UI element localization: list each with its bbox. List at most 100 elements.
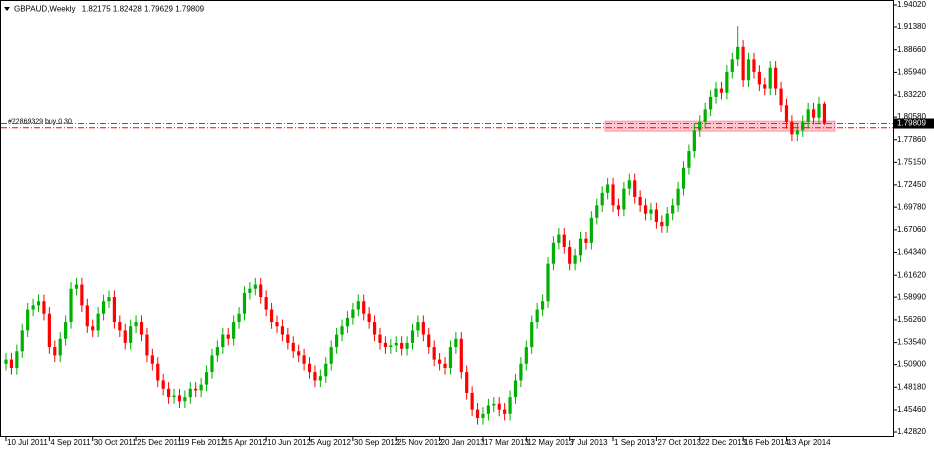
candle-body	[400, 342, 404, 349]
candle-body	[129, 326, 133, 343]
y-tick-label: 1.42820	[897, 427, 926, 436]
candle-body	[709, 96, 713, 110]
candle-body	[578, 238, 583, 256]
order-label: #22869329 buy 0.30	[8, 119, 72, 126]
candle-body	[481, 413, 485, 418]
candle-body	[454, 338, 458, 348]
candle-body	[427, 334, 431, 348]
candle-body	[47, 313, 51, 348]
last-close: 1.79809	[175, 5, 204, 14]
y-tick-label: 1.58990	[897, 292, 926, 301]
candle-body	[188, 388, 192, 398]
candle-body	[226, 334, 230, 339]
candle-body	[551, 242, 556, 264]
candle-body	[194, 388, 198, 391]
candle-body	[362, 301, 366, 314]
candle-body	[259, 284, 263, 298]
menu-arrow	[4, 7, 10, 11]
candle-body	[568, 247, 572, 264]
candle-body	[513, 380, 518, 398]
x-tick-label: 12 May 2013	[527, 438, 574, 447]
candle-body	[649, 209, 653, 214]
candle-body	[622, 188, 626, 210]
candle-body	[31, 305, 35, 310]
candle-body	[817, 103, 821, 118]
y-tick-label: 1.77860	[897, 135, 926, 144]
candle-body	[643, 205, 648, 214]
candle-body	[340, 326, 344, 335]
candle-body	[530, 322, 534, 348]
candle-body	[606, 184, 610, 193]
candle-body	[145, 334, 149, 356]
candle-body	[741, 46, 745, 81]
x-tick-label: 13 Apr 2014	[787, 438, 831, 447]
candle-body	[752, 59, 756, 72]
candle-body	[811, 109, 816, 118]
candle-body	[633, 180, 637, 197]
candle-body	[562, 234, 566, 248]
candle-body	[757, 71, 761, 85]
candle-body	[15, 351, 19, 368]
candle-body	[784, 105, 789, 122]
candle-body	[199, 384, 203, 391]
candle-body	[665, 213, 669, 227]
candle-body	[616, 205, 621, 210]
candle-body	[698, 121, 702, 131]
candle-body	[681, 167, 686, 189]
candle-body	[421, 322, 425, 335]
candle-body	[356, 301, 360, 310]
candle-body	[492, 403, 496, 406]
candle-body	[269, 309, 274, 323]
candle-body	[660, 222, 664, 227]
candle-body	[42, 301, 46, 314]
candle-body	[465, 372, 469, 393]
candle-body	[736, 46, 740, 60]
candle-body	[779, 88, 783, 106]
candle-body	[725, 71, 729, 93]
candle-body	[611, 184, 615, 206]
candle-body	[91, 326, 95, 331]
candle-body	[58, 338, 62, 356]
candle-body	[627, 180, 631, 189]
candle-body	[64, 322, 68, 339]
candle-body	[248, 288, 252, 293]
candle-body	[101, 301, 106, 314]
y-tick-label: 1.83220	[897, 90, 926, 99]
candle-body	[763, 84, 767, 89]
candle-body	[139, 322, 144, 335]
candle-body	[291, 342, 295, 352]
candle-body	[546, 263, 550, 302]
x-tick-label: 17 Mar 2013	[484, 438, 529, 447]
candle-body	[730, 59, 734, 72]
candle-body	[345, 317, 350, 327]
y-tick-label: 1.69780	[897, 202, 926, 211]
y-tick-label: 1.75150	[897, 157, 926, 166]
candle-body	[638, 196, 642, 206]
candle-body	[302, 355, 306, 364]
candle-body	[795, 130, 799, 135]
candle-body	[242, 292, 247, 314]
candle-body	[595, 205, 599, 218]
candle-body	[714, 88, 718, 97]
x-tick-label: 30 Oct 2011	[94, 438, 138, 447]
candle-body	[470, 392, 474, 410]
y-tick-label: 1.91380	[897, 22, 926, 31]
candle-body	[719, 88, 724, 93]
candle-body	[443, 363, 447, 368]
candle-body	[394, 342, 398, 346]
candle-body	[768, 67, 772, 89]
x-tick-label: 1 Sep 2013	[614, 438, 655, 447]
candle-body	[372, 322, 377, 335]
price-label-box	[894, 118, 934, 129]
candle-body	[486, 405, 490, 414]
x-tick-label: 20 Jan 2013	[441, 438, 486, 447]
y-tick-label: 1.53540	[897, 338, 926, 347]
candle-body	[475, 409, 480, 418]
candle-body	[210, 355, 214, 373]
y-tick-label: 1.85940	[897, 67, 926, 76]
candle-body	[329, 347, 333, 364]
last-open: 1.82175	[82, 5, 111, 14]
candle-body	[367, 313, 371, 323]
candle-body	[4, 359, 8, 364]
candle-body	[297, 351, 301, 356]
